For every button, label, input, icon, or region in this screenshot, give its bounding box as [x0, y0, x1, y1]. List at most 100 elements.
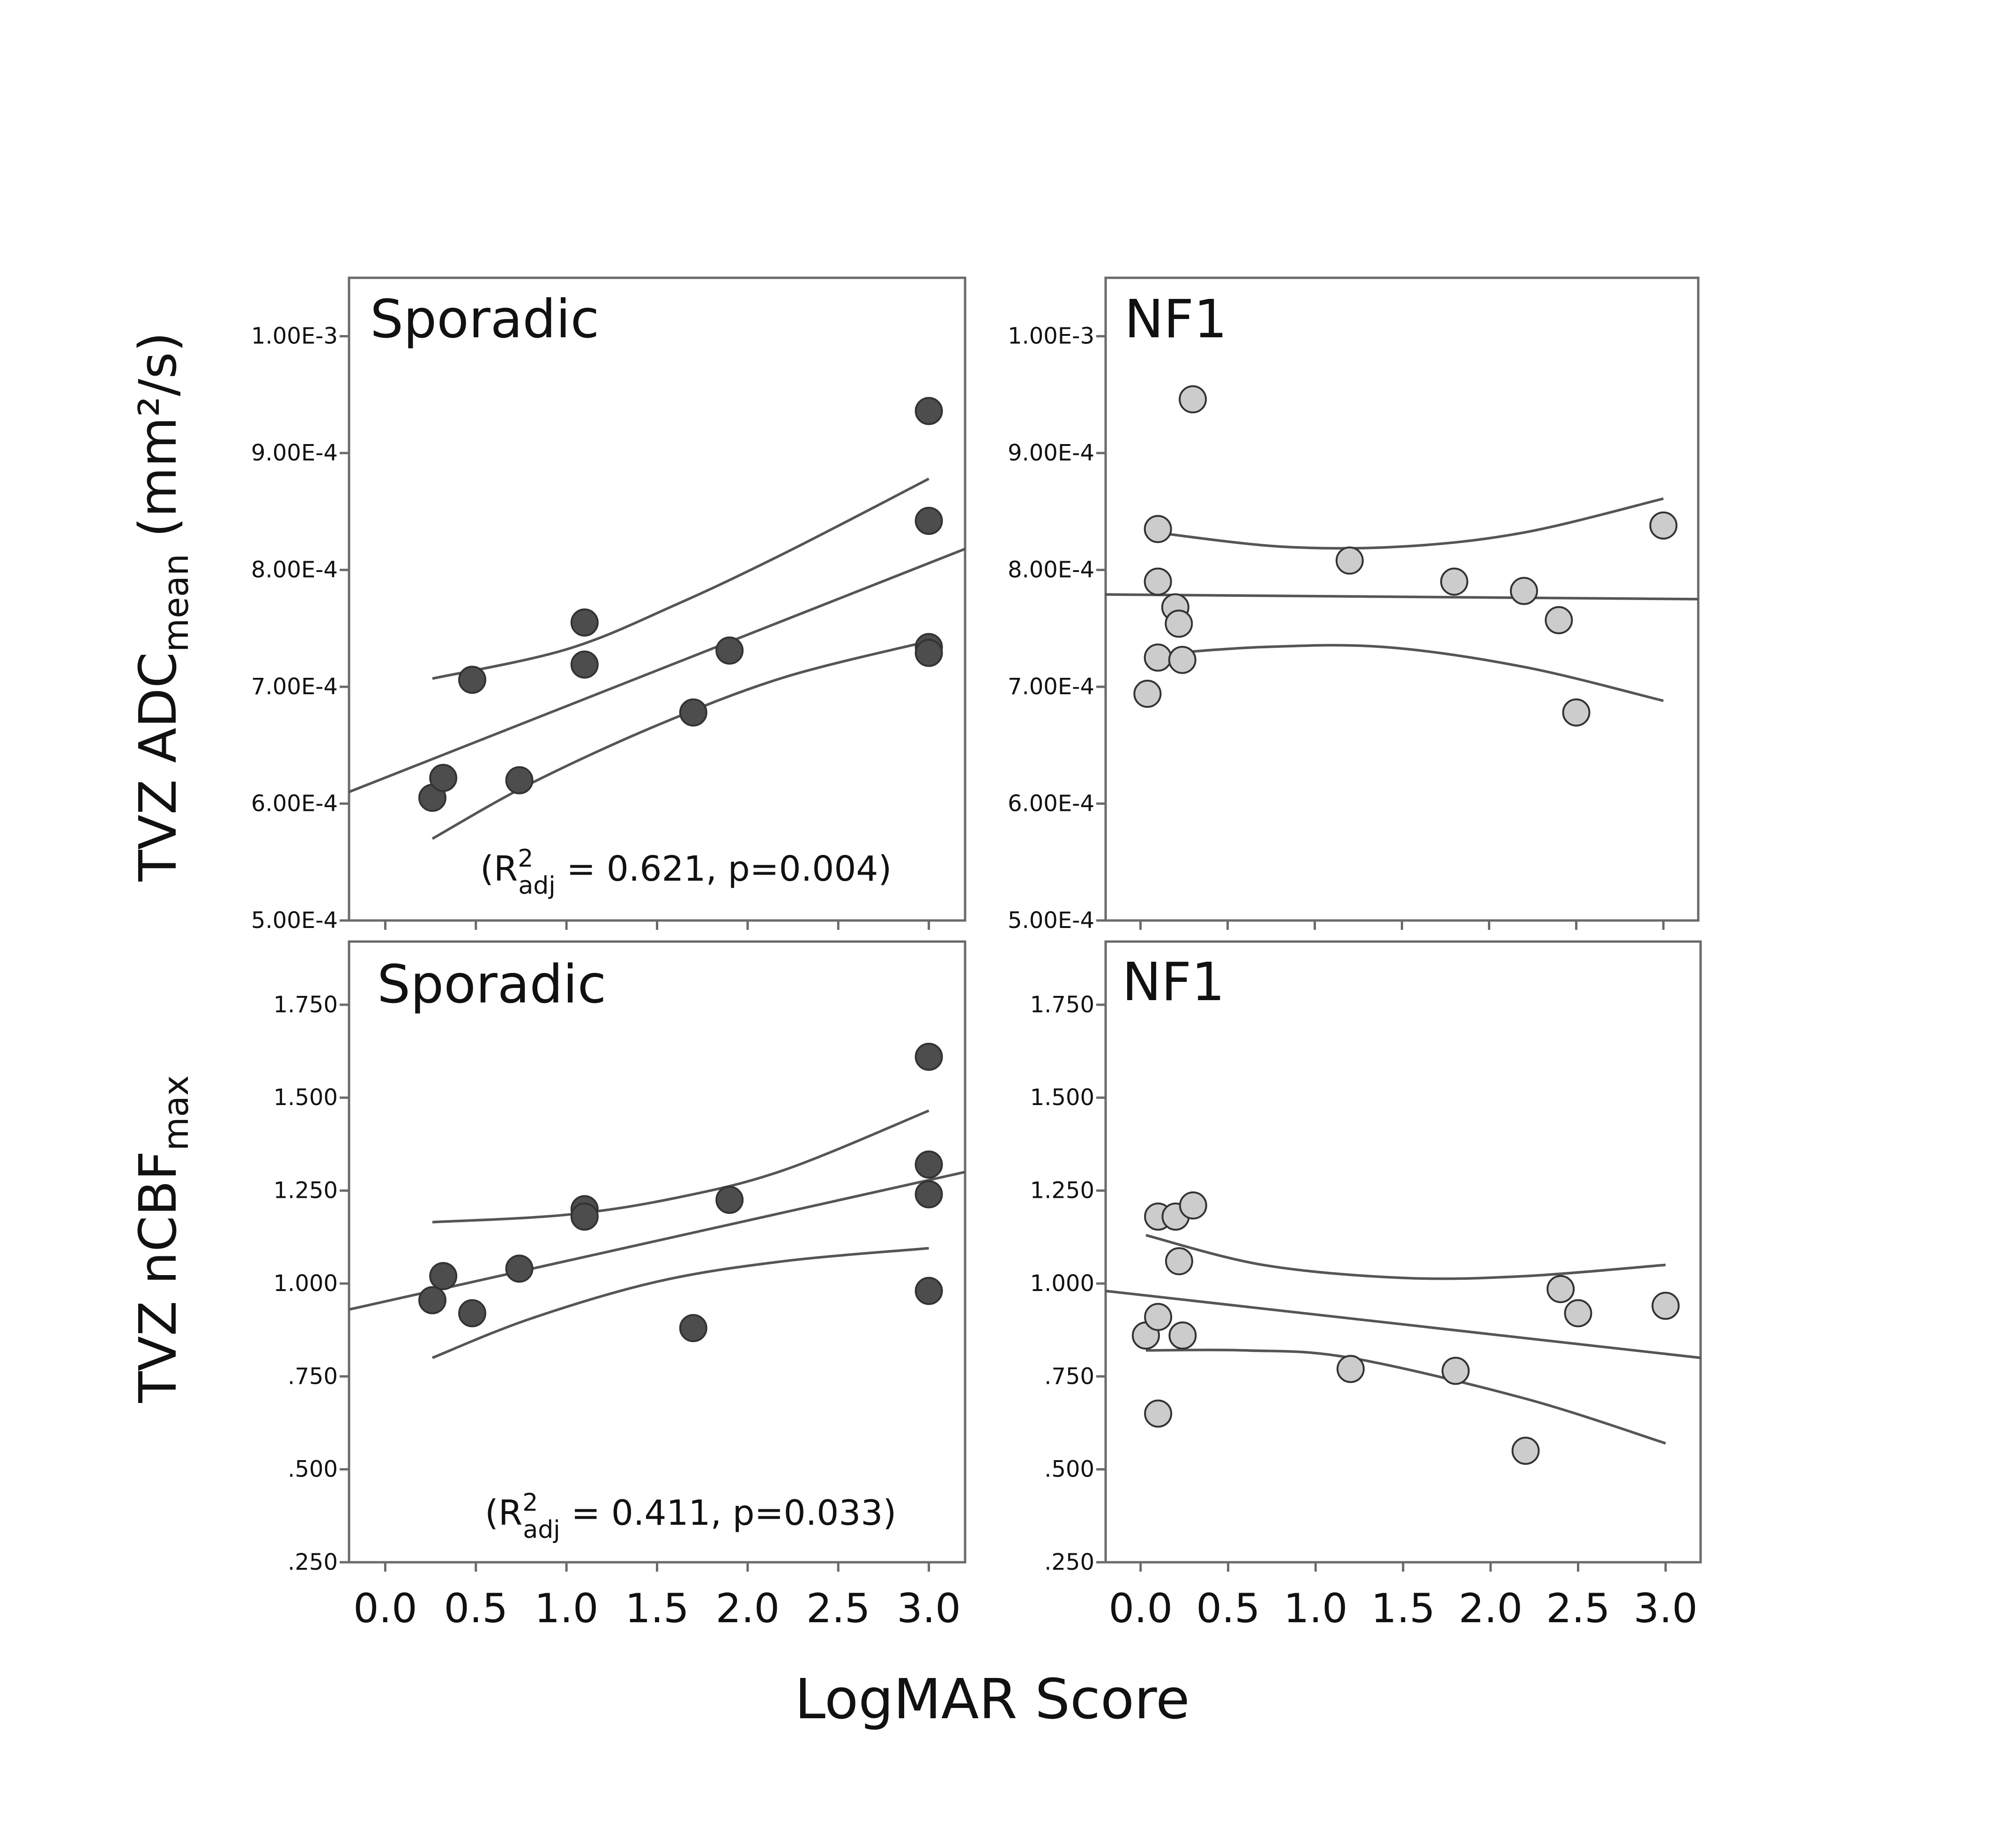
- ci-upper-curve: [1147, 497, 1664, 550]
- y-tick-label: .750: [1044, 1363, 1094, 1389]
- data-point: [715, 636, 744, 665]
- stats-superscript: 2: [518, 845, 533, 873]
- y-axis-label-top: TVZ ADCmean (mm²/s): [128, 332, 196, 882]
- y-tick-label: 1.000: [274, 1270, 338, 1297]
- data-point: [679, 698, 707, 727]
- x-tick-label: 2.0: [1458, 1585, 1523, 1632]
- data-point: [458, 1299, 486, 1328]
- x-tick-label: 1.0: [535, 1585, 599, 1632]
- data-point: [1564, 1299, 1592, 1328]
- x-tick-label: 2.5: [806, 1585, 870, 1632]
- ci-upper-curve: [432, 477, 929, 680]
- data-point: [679, 1314, 707, 1343]
- x-tick-label: 3.0: [897, 1585, 961, 1632]
- stats-superscript: 2: [522, 1489, 538, 1517]
- x-tick-label: 0.5: [1196, 1585, 1260, 1632]
- data-point: [505, 1254, 534, 1283]
- y-tick-label: 1.00E-3: [1008, 323, 1094, 349]
- panel-ncbf-sporadic: .250 .500 .750 1.000 1.250 1.500 1.750 0.0 0.5 1.…: [274, 940, 966, 1632]
- panel-title: Sporadic: [377, 954, 606, 1015]
- data-point: [1144, 643, 1172, 672]
- data-point: [458, 666, 486, 694]
- panel-adc-sporadic: 5.00E-4 6.00E-4 7.00E-4 8.00E-4 9.00E-4 1.00E…: [251, 276, 966, 934]
- y-axis-label-bottom: TVZ nCBFmax: [128, 1075, 196, 1403]
- panel-adc-nf1: 5.00E-4 6.00E-4 7.00E-4 8.00E-4 9.00E-4 1.00E…: [1008, 276, 1700, 934]
- y-tick-label: 1.500: [1030, 1084, 1094, 1111]
- data-point: [429, 1262, 458, 1291]
- y-tick-label: .750: [288, 1363, 338, 1389]
- stats-prefix: (R: [485, 1493, 522, 1533]
- y-tick-label: .250: [1044, 1549, 1094, 1575]
- data-point: [1336, 1355, 1365, 1383]
- panels: 5.00E-4 6.00E-4 7.00E-4 8.00E-4 9.00E-4 1.00E…: [251, 276, 1702, 1632]
- y-axis-label-top-unit: (mm²/s): [128, 332, 188, 554]
- data-point: [1509, 577, 1538, 605]
- x-tick-label: 2.0: [715, 1585, 780, 1632]
- stats-annotation: (R2 adj = 0.621, p=0.004): [480, 845, 892, 900]
- data-point: [1649, 511, 1678, 540]
- y-tick-label: 9.00E-4: [1008, 440, 1094, 466]
- data-point: [715, 1186, 744, 1214]
- data-point: [914, 1150, 943, 1179]
- panel-ncbf-nf1: .250 .500 .750 1.000 1.250 1.500 1.750 0.0 0.5 1.…: [1030, 940, 1702, 1632]
- data-point: [1144, 1399, 1173, 1428]
- y-tick-label: 7.00E-4: [1008, 674, 1094, 700]
- data-point: [914, 506, 943, 535]
- stats-subscript: adj: [518, 872, 555, 900]
- ci-lower-curve: [431, 640, 929, 840]
- x-tick-label: 1.0: [1284, 1585, 1348, 1632]
- data-point: [429, 764, 458, 792]
- data-point: [1144, 567, 1172, 596]
- data-point: [1144, 1303, 1173, 1331]
- y-axis-label-bottom-sub: max: [156, 1075, 196, 1150]
- y-tick-label: 1.750: [274, 992, 338, 1018]
- data-point: [1511, 1436, 1540, 1465]
- data-point: [914, 638, 943, 667]
- data-point: [570, 608, 599, 637]
- y-tick-label: 8.00E-4: [1008, 557, 1094, 583]
- stats-subscript: adj: [523, 1516, 560, 1544]
- y-tick-label: .500: [288, 1456, 338, 1483]
- y-tick-label: 1.250: [1030, 1178, 1094, 1204]
- ci-lower-curve: [1147, 644, 1664, 702]
- x-tick-label: 1.5: [1371, 1585, 1435, 1632]
- data-point: [914, 1277, 943, 1305]
- data-point: [1335, 546, 1364, 575]
- x-axis-label: LogMAR Score: [795, 1667, 1189, 1731]
- x-tick-label: 0.0: [1108, 1585, 1173, 1632]
- x-tick-label: 1.5: [625, 1585, 689, 1632]
- stats-suffix: = 0.411, p=0.033): [560, 1493, 897, 1533]
- ci-upper-curve: [1145, 1234, 1666, 1280]
- data-point: [1440, 567, 1469, 596]
- data-point: [1144, 515, 1172, 543]
- data-point: [1179, 1191, 1207, 1220]
- data-point: [1165, 609, 1193, 638]
- data-point: [570, 1202, 599, 1231]
- panel-title: NF1: [1124, 289, 1227, 350]
- data-point: [1651, 1291, 1680, 1320]
- y-tick-label: 1.250: [274, 1178, 338, 1204]
- data-point: [1179, 385, 1207, 414]
- stats-prefix: (R: [480, 849, 518, 889]
- stats-annotation: (R2 adj = 0.411, p=0.033): [485, 1489, 896, 1544]
- y-tick-label: 1.750: [1030, 992, 1094, 1018]
- data-point: [1442, 1357, 1470, 1385]
- y-tick-label: .250: [288, 1549, 338, 1575]
- y-tick-label: 5.00E-4: [251, 907, 338, 934]
- data-point: [505, 766, 534, 794]
- data-point: [914, 397, 943, 425]
- y-tick-label: 1.000: [1030, 1270, 1094, 1297]
- data-point: [1168, 646, 1197, 674]
- panel-title: Sporadic: [370, 289, 599, 350]
- data-point: [1168, 1321, 1197, 1350]
- ci-lower-curve: [431, 1247, 929, 1359]
- regression-line: [349, 548, 965, 794]
- y-tick-label: 5.00E-4: [1008, 907, 1094, 934]
- x-tick-label: 0.0: [353, 1585, 417, 1632]
- y-tick-label: 6.00E-4: [251, 791, 338, 817]
- y-tick-label: 7.00E-4: [251, 674, 338, 700]
- y-tick-label: 1.500: [274, 1084, 338, 1111]
- data-point: [1546, 1275, 1575, 1303]
